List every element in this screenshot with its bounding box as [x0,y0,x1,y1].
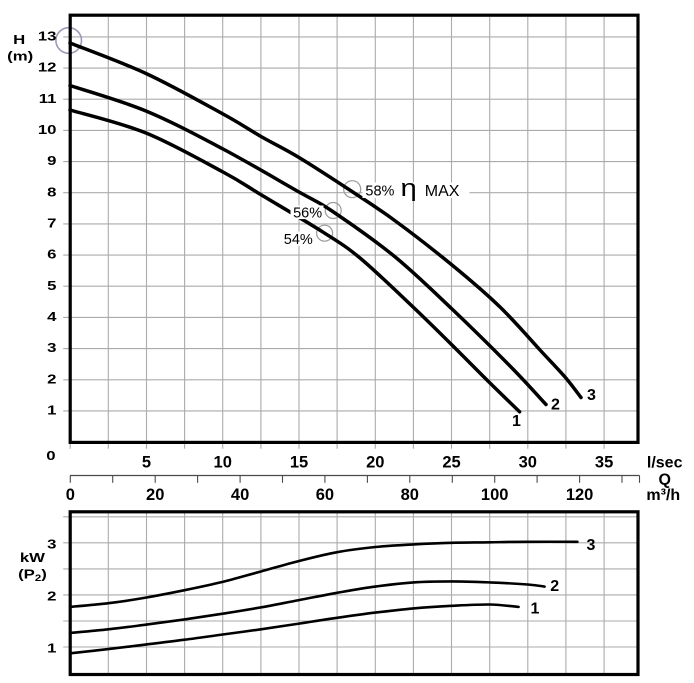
svg-text:1: 1 [47,403,56,418]
svg-text:40: 40 [231,486,249,504]
svg-text:10: 10 [38,123,57,138]
svg-text:11: 11 [39,91,57,106]
svg-text:6: 6 [47,247,56,262]
svg-text:(m): (m) [7,49,33,64]
svg-text:54%: 54% [284,232,313,248]
svg-text:0: 0 [66,486,75,504]
svg-text:7: 7 [47,216,56,231]
svg-text:2: 2 [47,372,56,387]
svg-text:56%: 56% [293,205,322,221]
svg-text:kW: kW [20,551,46,566]
svg-text:12: 12 [38,60,57,75]
svg-text:8: 8 [47,185,56,200]
svg-text:13: 13 [38,29,57,44]
svg-text:25: 25 [442,454,460,472]
svg-text:2: 2 [47,589,56,604]
svg-text:35: 35 [595,454,613,472]
svg-text:10: 10 [214,454,232,472]
svg-text:100: 100 [481,486,509,504]
svg-text:m³/h: m³/h [646,487,680,504]
svg-text:58%: 58% [365,183,394,199]
svg-text:2: 2 [550,578,559,595]
svg-text:3: 3 [587,387,596,404]
svg-text:9: 9 [47,154,56,169]
svg-text:l/sec: l/sec [647,455,683,472]
svg-text:3: 3 [47,341,56,356]
svg-text:30: 30 [519,454,537,472]
svg-text:3: 3 [587,537,596,554]
svg-text:1: 1 [47,641,56,656]
svg-text:MAX: MAX [425,183,460,200]
svg-text:5: 5 [142,454,151,472]
svg-text:80: 80 [401,486,419,504]
svg-text:η: η [401,175,417,202]
svg-text:4: 4 [47,310,57,325]
svg-text:120: 120 [566,486,594,504]
svg-text:60: 60 [316,486,334,504]
svg-text:20: 20 [366,454,384,472]
svg-text:1: 1 [531,600,540,617]
svg-text:15: 15 [290,454,308,472]
svg-text:3: 3 [47,537,56,552]
svg-text:2: 2 [551,397,560,414]
svg-text:H: H [13,33,25,48]
svg-text:Q: Q [658,471,670,488]
svg-text:1: 1 [512,413,521,430]
svg-text:20: 20 [146,486,164,504]
svg-text:5: 5 [47,278,56,293]
svg-text:0: 0 [46,449,55,464]
svg-text:(P2): (P2) [18,567,47,583]
